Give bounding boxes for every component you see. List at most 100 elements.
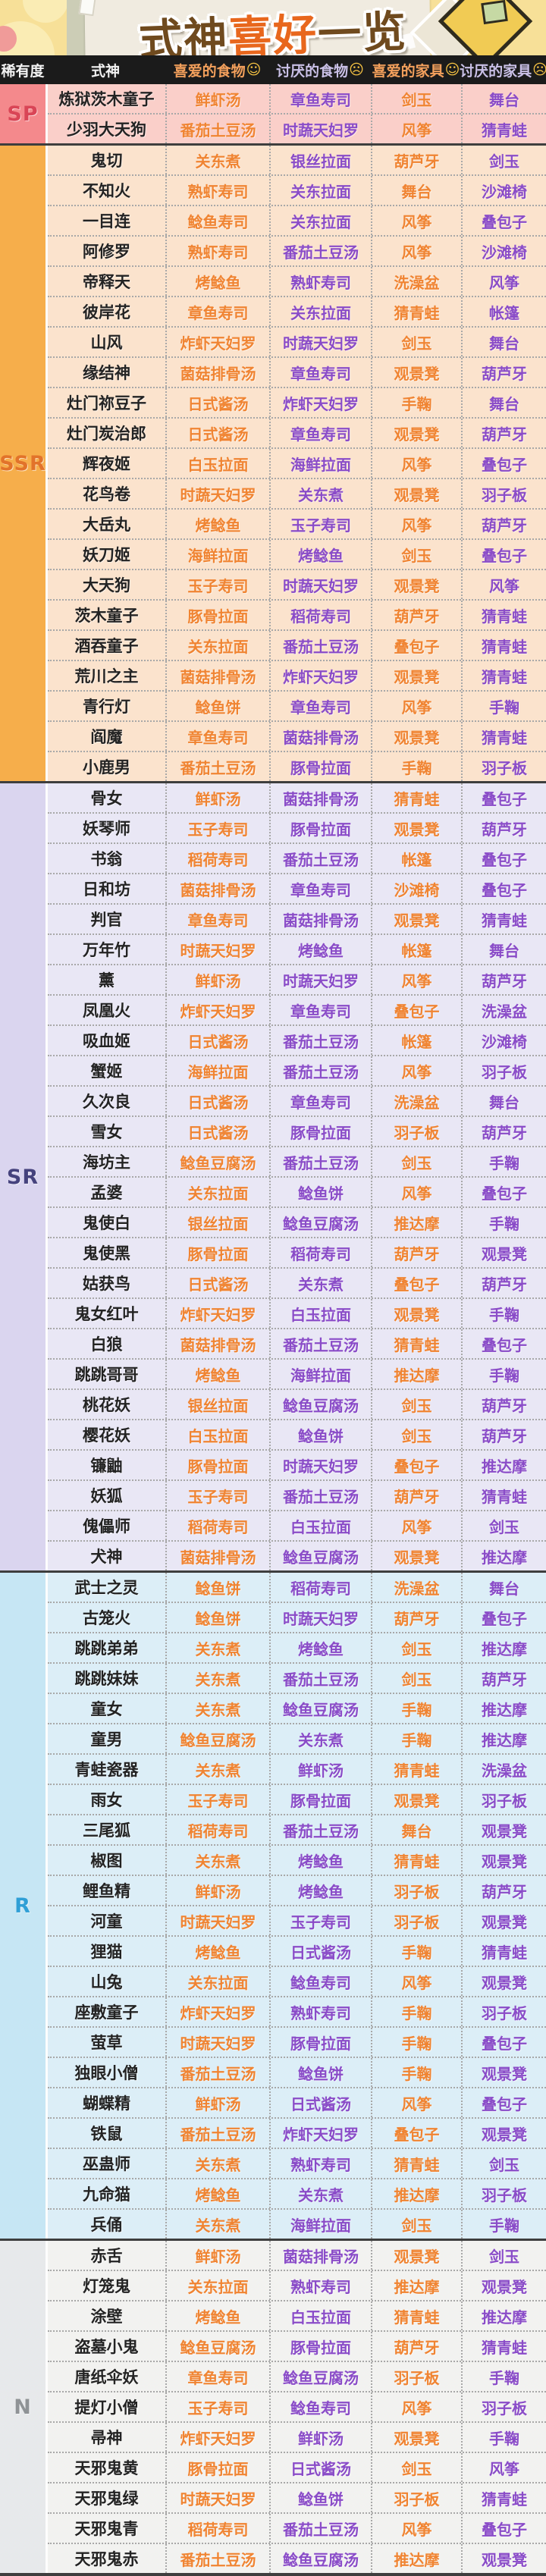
disliked-food: 豚骨拉面 xyxy=(269,1785,371,1814)
table-row: 椒图 关东煮 烤鲶鱼 猜青蛙 观景凳 xyxy=(48,1844,546,1875)
frown-icon: ☹ xyxy=(349,61,364,78)
table-row: 判官 章鱼寿司 菌菇排骨汤 观景凳 猜青蛙 xyxy=(48,903,546,933)
shikigami-name: 大岳丸 xyxy=(83,516,130,534)
section-rows: 鬼切 关东煮 银丝拉面 葫芦牙 剑玉 不知火 熟虾寿司 关东拉面 舞台 沙滩椅 一目连 鲶鱼寿司 关东拉… xyxy=(46,146,546,781)
table-row: 天邪鬼绿 时蔬天妇罗 鲶鱼饼 羽子板 猜青蛙 xyxy=(48,2482,546,2512)
favorite-food: 章鱼寿司 xyxy=(165,2362,269,2391)
favorite-furniture: 猜青蛙 xyxy=(371,297,461,326)
shikigami-name: 鬼使白 xyxy=(83,1214,130,1232)
table-row: 帚神 炸虾天妇罗 鲜虾汤 观景凳 手鞠 xyxy=(48,2421,546,2452)
favorite-furniture: 风筝 xyxy=(371,1178,461,1206)
disliked-furniture: 猜青蛙 xyxy=(461,2483,546,2512)
section-rows: 骨女 鲜虾汤 菌菇排骨汤 猜青蛙 叠包子 妖琴师 玉子寿司 豚骨拉面 观景凳 葫芦牙 书翁 稻荷寿司番… xyxy=(46,783,546,1570)
favorite-food: 时蔬天妇罗 xyxy=(165,1906,269,1935)
shikigami-name: 天邪鬼黄 xyxy=(74,2459,139,2477)
favorite-furniture: 风筝 xyxy=(371,206,461,235)
shikigami-name: 帝释天 xyxy=(83,273,130,291)
favorite-food: 章鱼寿司 xyxy=(165,905,269,933)
disliked-furniture: 叠包子 xyxy=(461,540,546,569)
disliked-food: 豚骨拉面 xyxy=(269,2332,371,2361)
disliked-food: 稻荷寿司 xyxy=(269,1573,371,1602)
column-header-1: 稀有度 xyxy=(0,55,46,84)
disliked-food: 番茄土豆汤 xyxy=(269,844,371,873)
table-row: 缘结神 菌菇排骨汤 章鱼寿司 观景凳 葫芦牙 xyxy=(48,356,546,387)
favorite-furniture: 风筝 xyxy=(371,1511,461,1540)
shikigami-name: 判官 xyxy=(90,911,123,929)
disliked-food: 鲶鱼饼 xyxy=(269,1178,371,1206)
shikigami-name: 雪女 xyxy=(90,1123,123,1141)
table-row: 跳跳妹妹 关东煮 番茄土豆汤 剑玉 葫芦牙 xyxy=(48,1662,546,1693)
disliked-food: 关东拉面 xyxy=(269,297,371,326)
favorite-food: 玉子寿司 xyxy=(165,2392,269,2421)
favorite-food: 关东煮 xyxy=(165,1664,269,1693)
favorite-food: 菌菇排骨汤 xyxy=(165,1542,269,1570)
disliked-furniture: 观景凳 xyxy=(461,2119,546,2148)
column-header-3: 喜爱的食物 ☺ xyxy=(165,55,269,84)
shikigami-name: 彼岸花 xyxy=(83,303,130,322)
section-rows: 炼狱茨木童子 鲜虾汤 章鱼寿司 剑玉 舞台 少羽大天狗 番茄土豆汤 时蔬天妇罗 风筝 猜青蛙 xyxy=(46,84,546,143)
favorite-furniture: 剑玉 xyxy=(371,2453,461,2482)
disliked-furniture: 风筝 xyxy=(461,570,546,599)
favorite-food: 白玉拉面 xyxy=(165,449,269,478)
favorite-food: 日式酱汤 xyxy=(165,1026,269,1055)
page-title: 式神喜好一览 xyxy=(0,0,546,55)
table-row: 天邪鬼赤 番茄土豆汤 鲶鱼豆腐汤 推达摩 观景凳 xyxy=(48,2543,546,2573)
disliked-furniture: 猜青蛙 xyxy=(461,601,546,629)
table-row: 提灯小僧 玉子寿司 鲶鱼寿司 风筝 羽子板 xyxy=(48,2391,546,2421)
favorite-food: 鲜虾汤 xyxy=(165,783,269,812)
column-header-2: 式神 xyxy=(46,55,165,84)
disliked-furniture: 舞台 xyxy=(461,328,546,356)
favorite-food: 豚骨拉面 xyxy=(165,2453,269,2482)
shikigami-name: 书翁 xyxy=(90,850,123,868)
favorite-food: 番茄土豆汤 xyxy=(165,2544,269,2573)
disliked-food: 炸虾天妇罗 xyxy=(269,2119,371,2148)
disliked-furniture: 洗澡盆 xyxy=(461,996,546,1024)
favorite-food: 炸虾天妇罗 xyxy=(165,2423,269,2452)
favorite-furniture: 猜青蛙 xyxy=(371,783,461,812)
disliked-furniture: 沙滩椅 xyxy=(461,1026,546,1055)
shikigami-name: 久次良 xyxy=(83,1093,130,1111)
shikigami-name: 三尾狐 xyxy=(83,1821,130,1840)
disliked-food: 豚骨拉面 xyxy=(269,2028,371,2057)
section-rows: 赤舌 鲜虾汤 菌菇排骨汤 观景凳 剑玉 灯笼鬼 关东拉面 熟虾寿司 推达摩 观景凳 涂壁 烤鲶鱼 白玉拉… xyxy=(46,2241,546,2573)
disliked-furniture: 手鞠 xyxy=(461,1299,546,1328)
favorite-food: 菌菇排骨汤 xyxy=(165,661,269,690)
column-header-4: 讨厌的食物 ☹ xyxy=(269,55,371,84)
disliked-furniture: 风筝 xyxy=(461,2453,546,2482)
table-row: 孟婆 关东拉面 鲶鱼饼 风筝 叠包子 xyxy=(48,1176,546,1206)
favorite-furniture: 洗澡盆 xyxy=(371,1087,461,1115)
disliked-furniture: 沙滩椅 xyxy=(461,237,546,265)
disliked-furniture: 推达摩 xyxy=(461,1633,546,1662)
disliked-food: 鲶鱼豆腐汤 xyxy=(269,1390,371,1419)
disliked-furniture: 观景凳 xyxy=(461,1815,546,1844)
favorite-furniture: 帐篷 xyxy=(371,935,461,964)
favorite-furniture: 观景凳 xyxy=(371,1542,461,1570)
disliked-furniture: 手鞠 xyxy=(461,2423,546,2452)
table-row: 茨木童子 豚骨拉面 稻荷寿司 葫芦牙 猜青蛙 xyxy=(48,599,546,629)
favorite-food: 番茄土豆汤 xyxy=(165,115,269,143)
disliked-furniture: 剑玉 xyxy=(461,2149,546,2178)
shikigami-name: 镰鼬 xyxy=(90,1457,123,1475)
disliked-food: 鲶鱼饼 xyxy=(269,2483,371,2512)
favorite-food: 炸虾天妇罗 xyxy=(165,996,269,1024)
disliked-furniture: 手鞠 xyxy=(461,1147,546,1176)
disliked-furniture: 观景凳 xyxy=(461,1238,546,1267)
table-row: 雨女 玉子寿司 豚骨拉面 观景凳 羽子板 xyxy=(48,1784,546,1814)
table-row: 青蛙瓷器 关东煮 鲜虾汤 猜青蛙 洗澡盆 xyxy=(48,1753,546,1784)
disliked-furniture: 羽子板 xyxy=(461,479,546,508)
shikigami-name: 青蛙瓷器 xyxy=(74,1761,139,1779)
favorite-furniture: 剑玉 xyxy=(371,1390,461,1419)
shikigami-name: 孟婆 xyxy=(90,1184,123,1202)
disliked-furniture: 观景凳 xyxy=(461,1846,546,1875)
favorite-food: 银丝拉面 xyxy=(165,1208,269,1237)
shikigami-name: 跳跳弟弟 xyxy=(74,1639,139,1658)
disliked-food: 番茄土豆汤 xyxy=(269,1026,371,1055)
disliked-food: 鲶鱼豆腐汤 xyxy=(269,2362,371,2391)
favorite-furniture: 手鞠 xyxy=(371,388,461,417)
disliked-furniture: 葫芦牙 xyxy=(461,358,546,387)
disliked-food: 菌菇排骨汤 xyxy=(269,2241,371,2270)
shikigami-name: 提灯小僧 xyxy=(74,2399,139,2417)
table-row: 酒吞童子 关东拉面 番茄土豆汤 叠包子 猜青蛙 xyxy=(48,629,546,660)
favorite-furniture: 风筝 xyxy=(371,510,461,538)
shikigami-name: 天邪鬼绿 xyxy=(74,2490,139,2508)
